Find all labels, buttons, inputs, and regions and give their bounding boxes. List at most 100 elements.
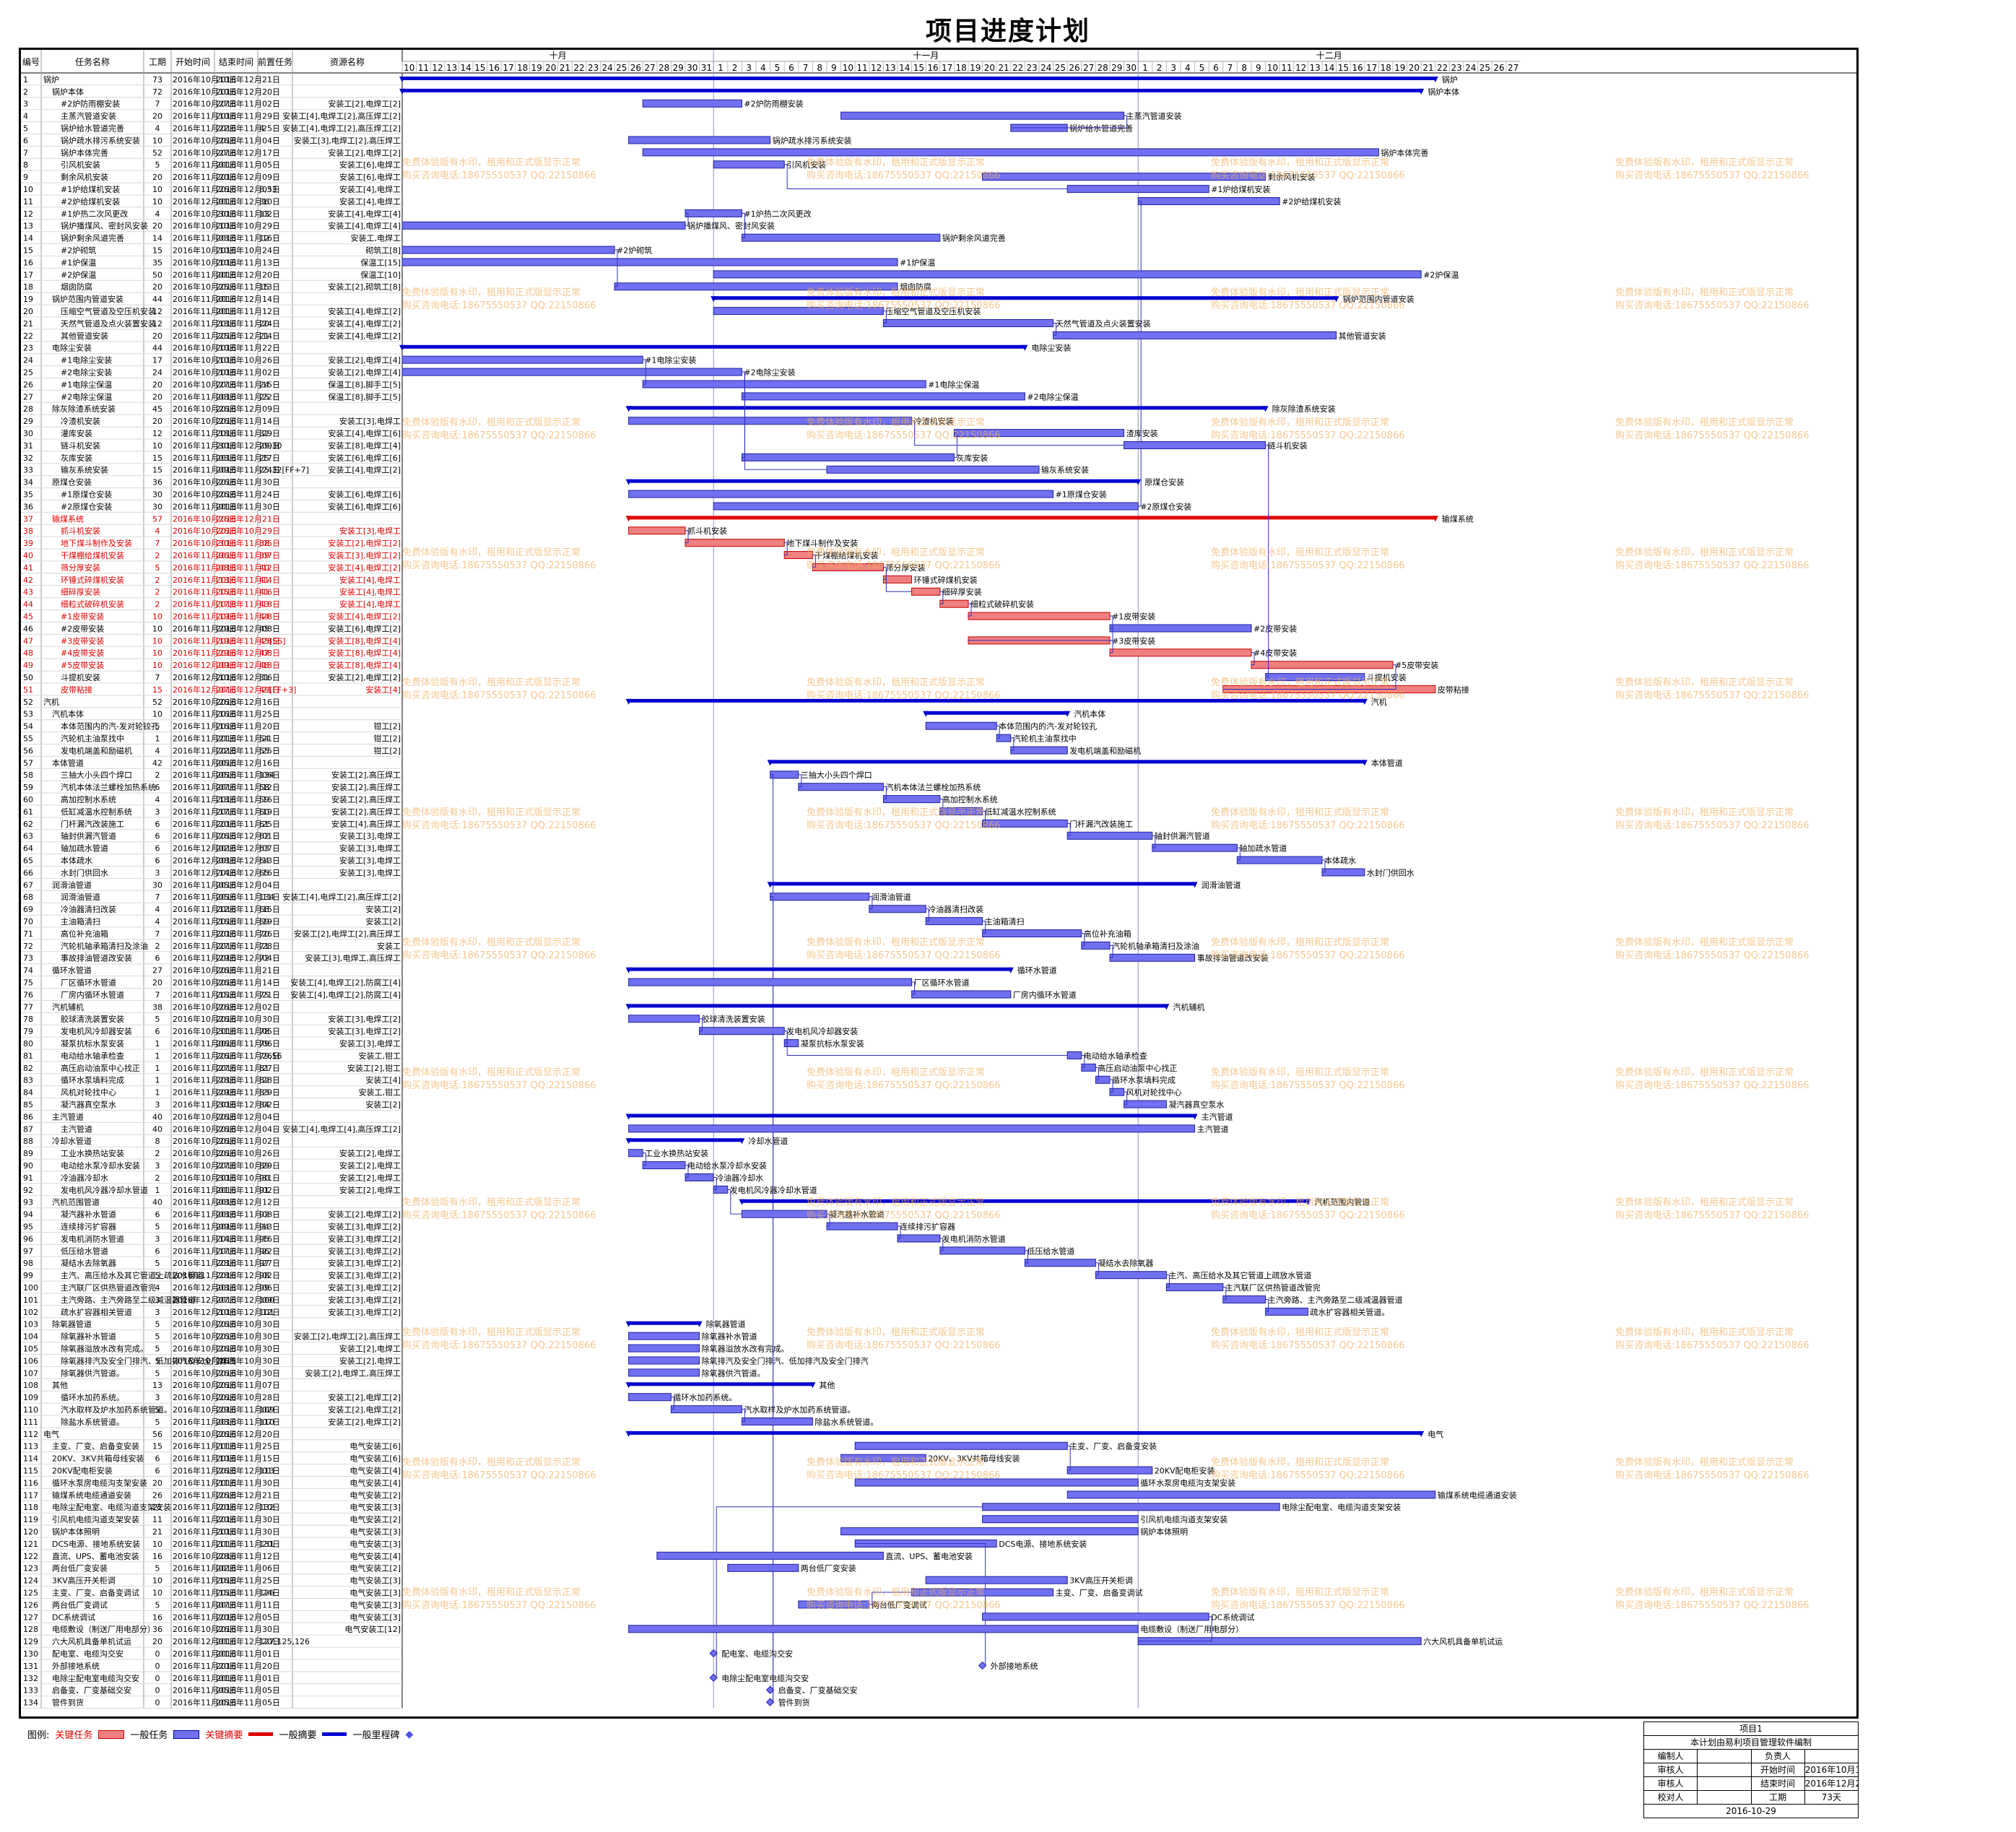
dependency-link <box>883 786 887 800</box>
task-id: 41 <box>23 563 33 573</box>
day-label: 15 <box>474 63 485 73</box>
day-label: 12 <box>432 63 443 73</box>
day-label: 17 <box>503 63 513 73</box>
task-duration: 10 <box>152 624 162 633</box>
dependency-link <box>911 981 916 995</box>
task-predecessors: 110 <box>259 1418 274 1427</box>
task-resources: 安装工[3],电焊工[2] <box>328 1246 401 1256</box>
task-resources: 安装工[4],电焊工[2],高压焊工[2] <box>282 111 401 121</box>
bar-label: #1电除尘保温 <box>928 379 979 389</box>
task-bar <box>628 1149 643 1158</box>
task-end: 2016年11月20日 <box>216 1661 280 1671</box>
task-duration: 44 <box>152 344 162 353</box>
task-bar <box>982 1503 1280 1511</box>
summary-end-cap <box>1418 1431 1425 1437</box>
summary-bar <box>628 516 1435 520</box>
day-label: 31 <box>701 63 712 73</box>
day-label: 2 <box>732 63 738 73</box>
bar-label: 除灰除渣系统安装 <box>1272 404 1336 414</box>
task-id: 119 <box>23 1515 38 1524</box>
bar-label: #4皮带安装 <box>1254 648 1297 658</box>
task-resources: 安装工[2],砌筑工[8] <box>328 282 401 292</box>
task-predecessors: 109 <box>259 1405 274 1415</box>
task-id: 3 <box>23 100 28 109</box>
task-duration: 12 <box>152 307 162 316</box>
day-label: 27 <box>644 63 655 73</box>
task-name: 3KV高压开关柜调 <box>52 1576 116 1586</box>
task-end: 2016年12月16日 <box>216 867 280 877</box>
task-resources: 钳工[2] <box>373 746 401 755</box>
day-label: 27 <box>1083 63 1094 73</box>
task-id: 54 <box>23 722 33 732</box>
task-id: 77 <box>23 1002 33 1012</box>
task-duration: 10 <box>152 1589 162 1598</box>
task-start: 2016年11月22日 <box>173 123 237 134</box>
task-duration: 56 <box>152 1430 162 1439</box>
task-resources: 安装工[2],电焊工 <box>339 1173 401 1183</box>
task-end: 2016年10月30日 <box>216 1319 280 1329</box>
task-resources: 安装工[2],电焊工[2],高压焊工 <box>294 1332 401 1342</box>
task-end: 2016年11月02日 <box>216 99 280 109</box>
task-resources: 安装工[6],电焊工 <box>339 160 401 170</box>
bar-label: #1炉热二次风更改 <box>744 209 811 219</box>
task-id: 38 <box>23 526 33 536</box>
task-start: 2016年11月05日 <box>173 880 237 890</box>
task-duration: 10 <box>152 612 162 622</box>
task-name: 发电机端盖和励磁机 <box>61 745 132 755</box>
dependency-link <box>1067 1445 1071 1471</box>
task-resources: 安装工[4],电焊工 <box>339 599 401 609</box>
task-name: 锅炉播煤风、密封风安装 <box>61 221 148 231</box>
bar-label: 电动给水泵冷却水安装 <box>687 1160 767 1171</box>
gantt-frame: 编号 任务名称 工期 开始时间 结束时间 前置任务 资源名称 十月 10 11 12 13 14 15 16… <box>19 48 1859 1719</box>
bar-label: 冷油器清扫改装 <box>928 904 983 914</box>
task-resources: 安装工[4],电焊工[2] <box>328 612 401 622</box>
bar-label: 主变、厂变、启备变调试 <box>1056 1588 1143 1598</box>
dependency-link <box>1067 822 1071 836</box>
day-label: 14 <box>899 63 910 73</box>
task-bar <box>770 893 870 901</box>
dependency-link <box>1053 322 1057 336</box>
dependency-link <box>1265 444 1269 678</box>
summary-end-cap <box>1135 479 1142 485</box>
task-id: 61 <box>23 807 33 817</box>
task-duration: 40 <box>152 1124 162 1134</box>
bar-label: 发电机消防水管道 <box>942 1233 1006 1243</box>
task-duration: 4 <box>155 124 160 134</box>
task-resources: 安装工[4],电焊工[2] <box>328 318 401 329</box>
bar-label: #1原煤仓安装 <box>1056 490 1107 500</box>
bar-label: 链斗机安装 <box>1268 440 1308 451</box>
task-start: 2016年11月20日 <box>173 1502 237 1512</box>
bar-label: #2皮带安装 <box>1254 623 1297 633</box>
bar-label: 连续排污扩容器 <box>900 1222 955 1232</box>
day-label: 26 <box>1493 63 1504 73</box>
task-bar <box>614 282 898 291</box>
bar-label: 两台低厂变调试 <box>872 1599 927 1610</box>
task-start: 2016年12月10日 <box>173 1307 237 1317</box>
info-cell: 开始时间 <box>1750 1763 1804 1776</box>
task-end: 2016年11月25日 <box>216 123 280 134</box>
task-start: 2016年11月11日 <box>173 1539 237 1549</box>
task-end: 2016年11月07日 <box>216 1380 280 1390</box>
summary-end-cap <box>1418 88 1425 95</box>
bar-label: 疏水扩容器相关管道。 <box>1310 1307 1389 1317</box>
task-start: 2016年11月03日 <box>173 391 237 401</box>
task-start: 2016年11月21日 <box>173 734 237 744</box>
task-end: 2016年11月12日 <box>216 782 280 792</box>
task-resources: 安装工[2],电焊工 <box>339 1148 401 1158</box>
task-id: 9 <box>23 173 28 182</box>
task-name: 润滑油管道 <box>52 880 92 890</box>
bar-label: 管件到货 <box>778 1698 810 1708</box>
task-end: 2016年11月06日 <box>216 770 280 780</box>
task-bar <box>1236 856 1323 864</box>
task-resources: 电气安装工[3] <box>349 1576 401 1586</box>
task-duration: 73 <box>152 75 162 84</box>
summary-end-cap <box>1361 760 1368 766</box>
bar-label: 汽轮机主油泵找中 <box>1013 734 1077 744</box>
task-duration: 1 <box>155 1051 160 1061</box>
task-resources: 安装工[4],电焊工[2],防腐工[4] <box>290 978 401 988</box>
task-id: 101 <box>23 1295 38 1305</box>
dependency-link <box>671 1397 674 1410</box>
task-end: 2016年12月21日 <box>216 513 280 524</box>
task-name: 门杆漏汽改装施工 <box>61 819 124 829</box>
bar-label: 细粒式破碎机安装 <box>970 599 1034 609</box>
